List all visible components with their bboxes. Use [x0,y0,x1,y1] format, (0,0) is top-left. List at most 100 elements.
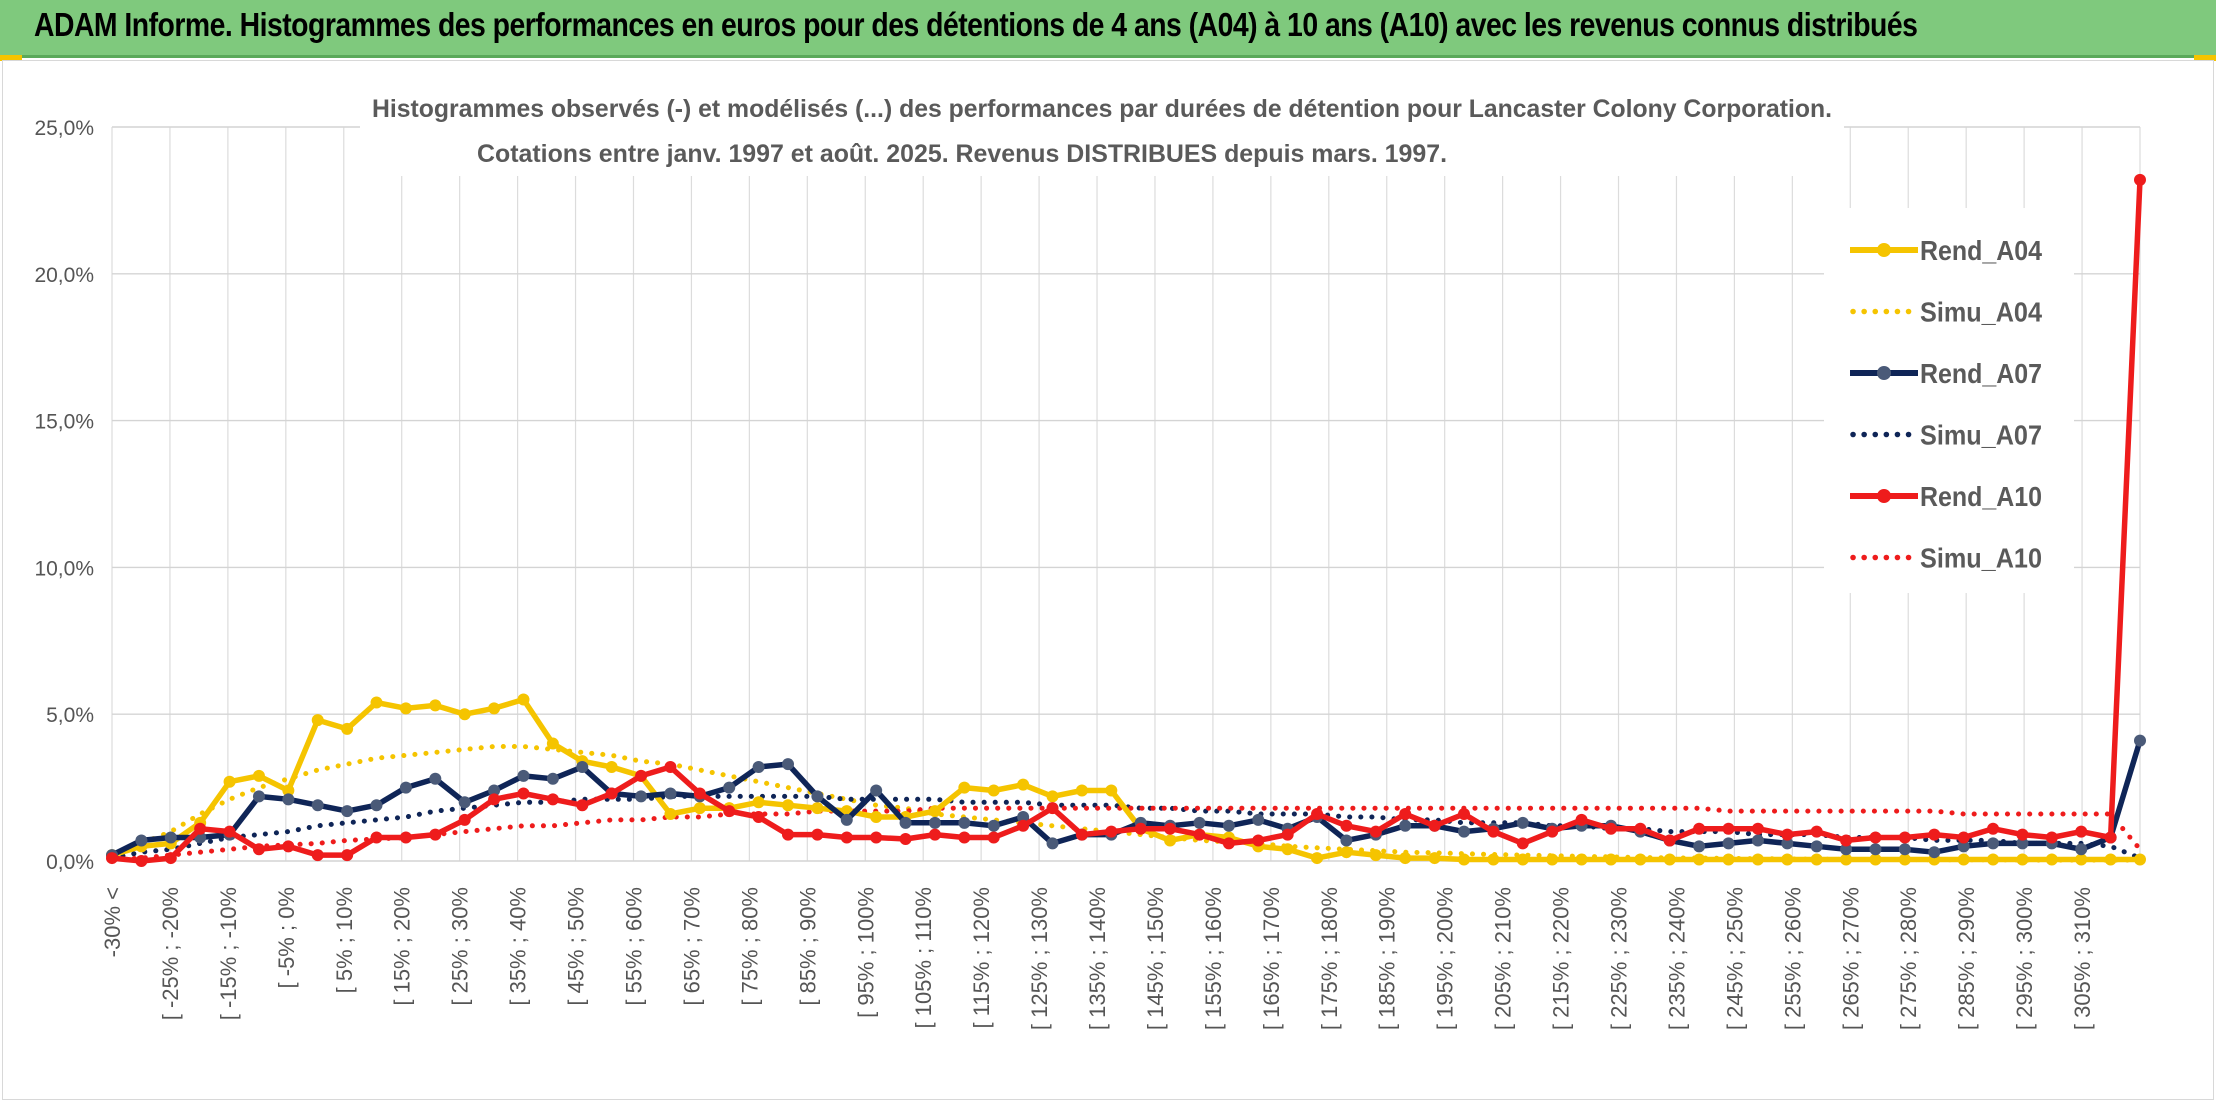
data-point [1663,853,1676,866]
x-tick-label: [ 245% ; 250% [1722,887,1747,1030]
data-point [1046,790,1059,803]
data-point [1075,784,1088,797]
data-point [870,831,883,844]
legend-label: Rend_A10 [1920,481,2042,512]
data-point [252,790,265,803]
data-point [2045,831,2058,844]
legend-label: Simu_A04 [1920,297,2042,328]
data-point [1105,784,1118,797]
data-point [840,831,853,844]
data-point [1957,840,1970,853]
data-point [341,805,354,818]
x-tick-label: -30% < [100,887,125,957]
chart-title-line-2: Cotations entre janv. 1997 et août. 2025… [477,140,1447,168]
data-point [1546,825,1559,838]
data-point [958,816,971,829]
data-point [1340,846,1353,859]
data-point [1222,837,1235,850]
y-tick-label: 5,0% [46,704,94,727]
data-point [1017,778,1030,791]
data-point [194,822,207,835]
data-point [1604,853,1617,866]
data-point [1399,819,1412,832]
data-point [664,787,677,800]
data-point [106,852,118,865]
data-point [135,834,148,847]
data-point [752,810,765,823]
data-point [723,805,736,818]
x-tick-label: [ -25% ; -20% [158,887,183,1020]
data-point [1987,837,2000,850]
data-point [782,758,794,771]
data-point [987,784,1000,797]
data-point [517,693,530,706]
y-tick-label: 10,0% [34,557,94,580]
data-point [1458,853,1470,866]
data-point [1898,853,1911,866]
x-tick-label: [ 95% ; 100% [853,887,878,1018]
legend-marker [1877,366,1891,380]
data-point [723,781,736,794]
legend-label: Rend_A07 [1920,358,2042,389]
legend: Rend_A04 Simu_A04 Rend_A07 Simu_A07 Rend_A10… [1824,208,2074,593]
x-tick-label: [ 35% ; 40% [506,887,531,1006]
y-tick-label: 20,0% [34,264,94,287]
legend-item: Simu_A07 [1850,420,2042,451]
x-tick-label: [ 145% ; 150% [1143,887,1168,1030]
data-point [693,787,706,800]
data-point [135,855,148,867]
data-point [958,781,971,794]
data-point [782,799,794,812]
data-point [1987,822,2000,835]
x-tick-label: [ 135% ; 140% [1085,887,1110,1030]
data-point [488,702,501,715]
series-rend-a07 [106,734,2146,862]
data-point [1017,810,1030,823]
legend-item: Rend_A07 [1850,358,2042,389]
data-point [429,772,442,785]
data-point [752,796,765,809]
data-point [870,784,883,797]
data-point [1516,837,1529,850]
data-point [1575,853,1588,866]
x-tick-label: [ 175% ; 180% [1317,887,1342,1030]
data-point [1928,846,1941,859]
data-point [1840,834,1853,847]
series-line [111,179,2143,864]
data-point [1164,834,1177,847]
data-point [282,840,295,853]
data-point [1428,819,1441,832]
x-tick-label: [ 5% ; 10% [332,887,357,993]
x-tick-label: [ 165% ; 170% [1259,887,1284,1030]
data-point [1751,834,1764,847]
banner-accent-left [0,55,22,61]
x-tick-label: [ 275% ; 280% [1896,887,1921,1030]
x-tick-label: [ 15% ; 20% [390,887,415,1006]
data-point [370,799,383,812]
data-point [1311,852,1324,865]
data-point [488,784,501,797]
legend-item: Rend_A10 [1850,481,2042,512]
data-point [1075,828,1088,841]
data-point [1487,825,1500,838]
data-point [1428,852,1441,865]
data-point [2016,837,2029,850]
data-point [1869,843,1882,856]
series-line [109,744,2143,863]
data-point [1046,837,1059,850]
data-point [2075,843,2088,856]
data-point [1957,853,1970,866]
chart-frame [2,60,2214,1100]
data-point [164,852,177,865]
data-point [1722,822,1735,835]
data-point [605,761,618,774]
data-point [399,831,412,844]
data-point [223,825,236,838]
data-point [370,831,383,844]
data-point [2134,173,2146,186]
data-point [1340,834,1353,847]
data-point [1193,816,1206,829]
data-point [2075,825,2088,838]
data-point [458,813,471,826]
